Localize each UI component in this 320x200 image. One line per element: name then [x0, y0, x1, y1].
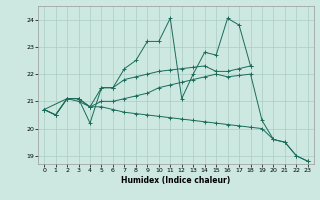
X-axis label: Humidex (Indice chaleur): Humidex (Indice chaleur) [121, 176, 231, 185]
